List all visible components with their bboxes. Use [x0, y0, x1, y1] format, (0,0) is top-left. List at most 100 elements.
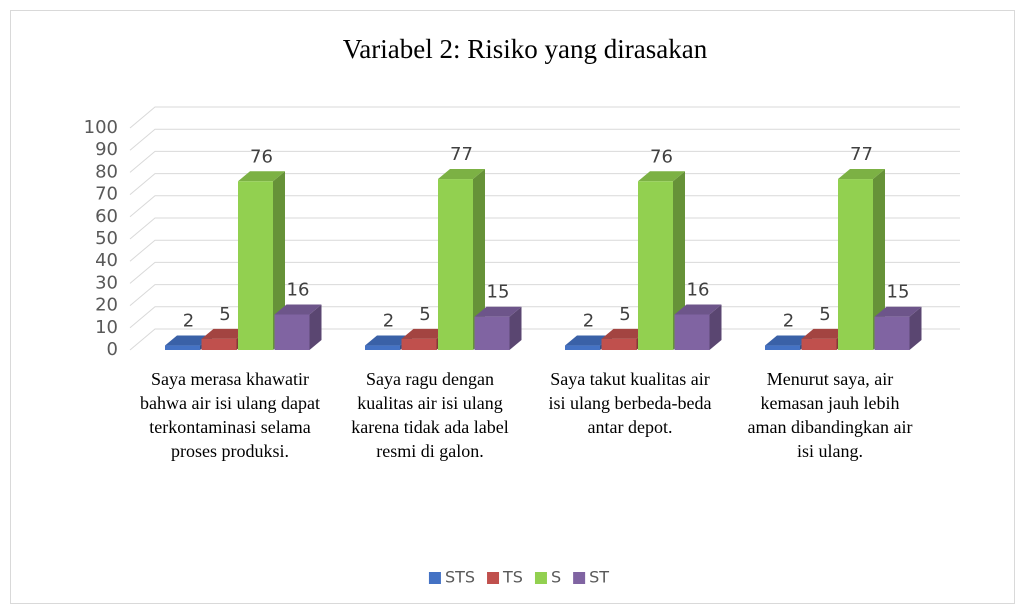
chart-title: Variabel 2: Risiko yang dirasakan — [343, 34, 708, 64]
y-tick-label: 50 — [95, 228, 118, 249]
data-label: 2 — [383, 311, 394, 332]
bar-front — [365, 345, 400, 350]
x-tick-label-box: Saya takut kualitas air isi ulang berbed… — [548, 369, 712, 437]
x-tick-label: Saya ragu dengan kualitas air isi ulang … — [351, 369, 509, 461]
bar-side — [873, 169, 885, 350]
grid-line — [129, 284, 960, 306]
data-label: 2 — [583, 311, 594, 332]
bar-top — [674, 304, 722, 315]
grid-line — [129, 106, 960, 129]
bar-front — [201, 338, 237, 350]
bar-front — [801, 338, 837, 350]
grid-line — [129, 261, 960, 284]
data-label: 77 — [450, 144, 473, 165]
grid-line — [129, 239, 960, 262]
bar-front — [474, 316, 510, 350]
data-label: 15 — [887, 282, 910, 303]
bar-front — [638, 181, 673, 350]
y-tick-label: 80 — [95, 161, 118, 182]
legend-swatch — [428, 572, 441, 584]
legend-swatch — [487, 572, 500, 584]
bar — [474, 306, 522, 350]
bar-top — [165, 335, 212, 346]
bar-side — [909, 306, 922, 350]
data-label: 16 — [687, 279, 710, 300]
bar-top — [838, 169, 885, 180]
bar-side — [473, 169, 485, 350]
x-tick-label: Menurut saya, air kemasan jauh lebih ama… — [747, 369, 913, 461]
bar-front — [874, 316, 910, 350]
bar — [674, 304, 722, 350]
bar-front — [765, 345, 800, 350]
bar-front — [401, 338, 437, 350]
data-label: 5 — [819, 304, 830, 325]
x-tick-label-box: Menurut saya, air kemasan jauh lebih ama… — [747, 369, 913, 461]
x-tick-label: Saya takut kualitas air isi ulang berbed… — [548, 369, 712, 437]
bar-front — [838, 179, 873, 350]
bar-top — [601, 328, 649, 339]
bar-side — [309, 304, 322, 350]
grid-line — [129, 173, 960, 195]
y-tick-label: 60 — [95, 206, 118, 227]
x-tick-label-box: Saya merasa khawatir bahwa air isi ulang… — [140, 369, 320, 461]
bar-top — [438, 169, 485, 180]
data-label: 5 — [419, 304, 430, 325]
y-tick-label: 10 — [95, 317, 118, 338]
bar-side — [673, 171, 685, 350]
grid-line — [129, 217, 960, 240]
data-label: 15 — [487, 282, 510, 303]
data-label: 5 — [219, 304, 230, 325]
y-tick-label: 100 — [84, 117, 118, 138]
bar — [438, 169, 485, 350]
grid-line — [129, 150, 960, 173]
bar-top — [365, 335, 412, 346]
bar-front — [165, 345, 200, 350]
bar-side — [709, 304, 722, 350]
bar — [874, 306, 922, 350]
bar-front — [674, 314, 710, 350]
bar-top — [638, 171, 685, 182]
y-tick-label: 40 — [95, 250, 118, 271]
y-tick-label: 20 — [95, 295, 118, 316]
y-tick-label: 70 — [95, 184, 118, 205]
bar-front — [238, 181, 273, 350]
legend-label: TS — [502, 568, 523, 587]
data-label: 16 — [287, 279, 310, 300]
bar — [274, 304, 322, 350]
bar-top — [874, 306, 922, 317]
legend-swatch — [573, 572, 586, 584]
data-label: 5 — [619, 304, 630, 325]
bar-front — [438, 179, 473, 350]
data-label: 77 — [850, 144, 873, 165]
data-label: 2 — [183, 311, 194, 332]
bar-top — [765, 335, 812, 346]
legend-label: S — [551, 568, 561, 587]
x-tick-label: Saya merasa khawatir bahwa air isi ulang… — [140, 369, 320, 461]
bar — [238, 171, 285, 350]
grid-line — [129, 195, 960, 218]
bar-front — [565, 345, 600, 350]
y-tick-label: 0 — [107, 339, 118, 360]
bar-side — [273, 171, 285, 350]
legend-swatch — [534, 572, 547, 584]
bar-top — [565, 335, 612, 346]
data-label: 2 — [783, 311, 794, 332]
bar-front — [274, 314, 310, 350]
bar-side — [509, 306, 522, 350]
x-tick-label-box: Saya ragu dengan kualitas air isi ulang … — [351, 369, 509, 461]
bar-top — [238, 171, 285, 182]
bar — [638, 171, 685, 350]
bar-top — [801, 328, 849, 339]
bar-top — [201, 328, 249, 339]
bar-top — [401, 328, 449, 339]
data-label: 76 — [250, 146, 273, 167]
legend-label: STS — [445, 568, 475, 587]
bar-front — [601, 338, 637, 350]
bar-top — [274, 304, 322, 315]
bar — [838, 169, 885, 350]
data-label: 76 — [650, 146, 673, 167]
y-tick-label: 30 — [95, 272, 118, 293]
bar-top — [474, 306, 522, 317]
legend-label: ST — [589, 568, 609, 587]
